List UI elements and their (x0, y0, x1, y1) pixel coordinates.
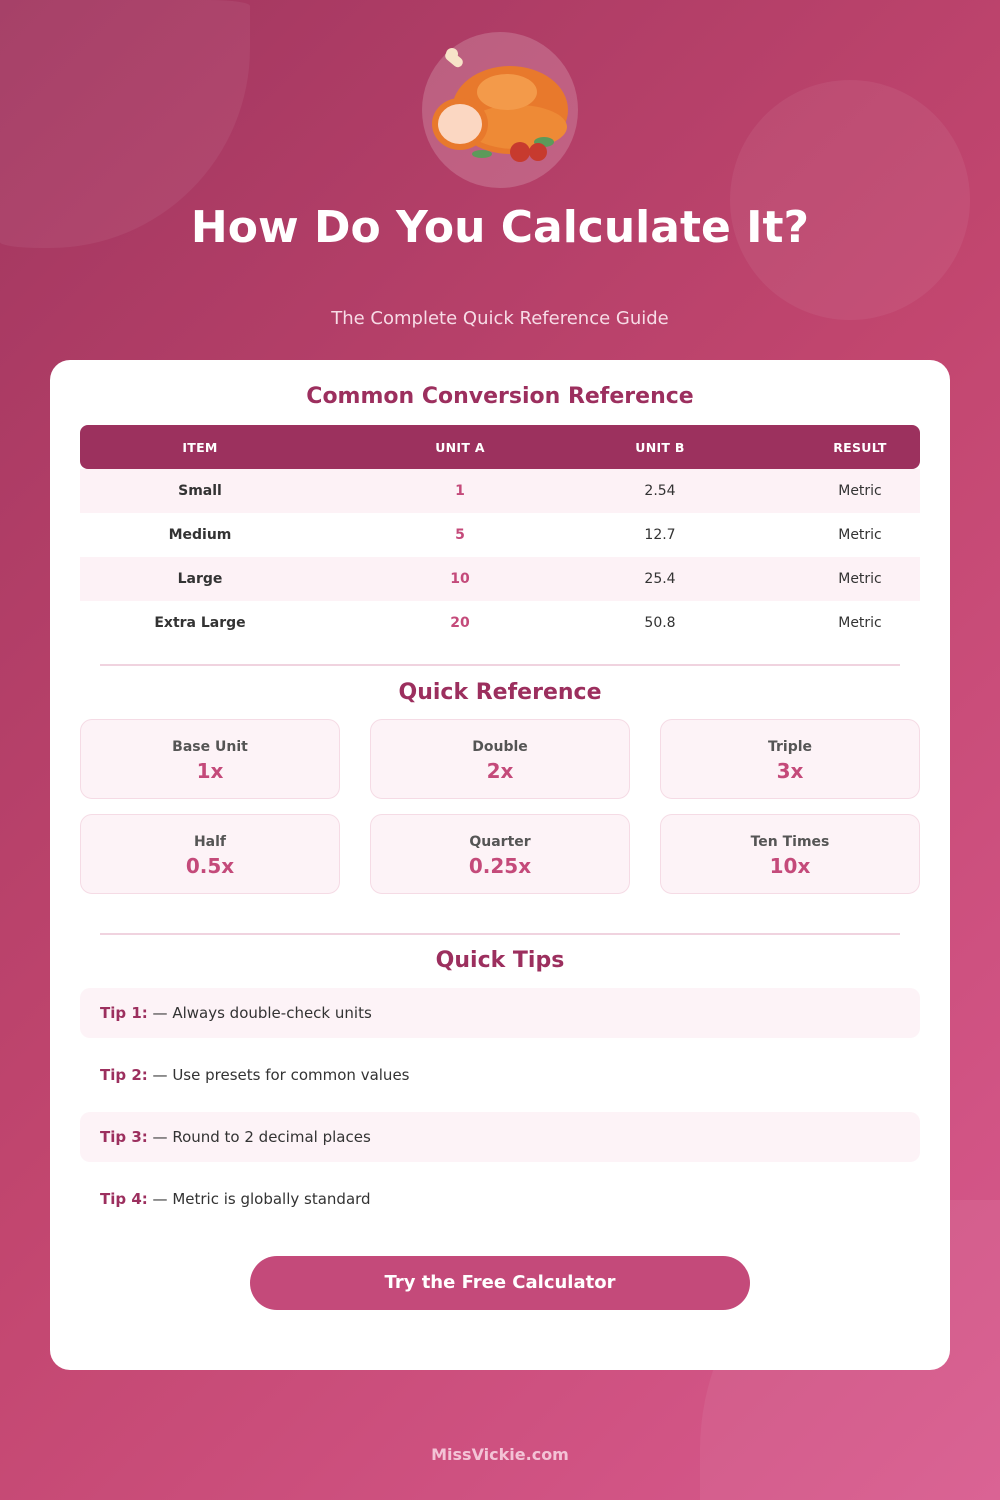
unit-b-cell: 50.8 (644, 615, 676, 631)
unit-b-cell: 12.7 (644, 527, 676, 543)
table-row: Extra Large 20 50.8 Metric (80, 601, 920, 645)
reference-label: Half (193, 834, 227, 850)
page-title: How Do You Calculate It? (190, 202, 810, 253)
tip-item: Tip 2: — Use presets for common values (80, 1050, 920, 1100)
quick-reference-card: Half 0.5x (80, 814, 340, 894)
tip-label: Tip 3: (100, 1128, 148, 1146)
unit-a-cell: 10 (320, 557, 600, 601)
table-row: Large 10 25.4 Metric (80, 557, 920, 601)
item-cell: Large (80, 557, 320, 601)
tip-text: — Round to 2 decimal places (147, 1128, 371, 1146)
table-header: ITEM UNIT A UNIT B RESULT (80, 425, 920, 469)
reference-label: Triple (767, 739, 813, 755)
tip-item: Tip 1: — Always double-check units (80, 988, 920, 1038)
tip-item: Tip 3: — Round to 2 decimal places (80, 1112, 920, 1162)
content-card: Common Conversion Reference ITEM UNIT A … (50, 360, 950, 1370)
roast-turkey-icon (422, 32, 578, 188)
column-header: UNIT B (600, 425, 720, 469)
item-cell: Medium (168, 527, 232, 543)
decorative-circle (730, 80, 970, 320)
tip-label: Tip 4: (100, 1190, 148, 1208)
tip-text: — Always double-check units (147, 1004, 372, 1022)
tip-text: — Metric is globally standard (147, 1190, 371, 1208)
reference-value: 1x (196, 759, 224, 783)
result-cell: Metric (838, 527, 882, 543)
table-row: Medium 5 12.7 Metric (80, 513, 920, 557)
tip-label: Tip 1: (100, 1004, 148, 1022)
quick-reference-card: Triple 3x (660, 719, 920, 799)
tip-label: Tip 2: (100, 1066, 148, 1084)
reference-value: 2x (486, 759, 514, 783)
quick-reference-card: Quarter 0.25x (370, 814, 630, 894)
unit-a-cell: 5 (455, 527, 465, 543)
reference-label: Double (472, 739, 528, 755)
try-calculator-button[interactable]: Try the Free Calculator (250, 1256, 750, 1310)
reference-label: Quarter (469, 834, 531, 850)
quick-reference-title: Quick Reference (398, 680, 602, 705)
result-cell: Metric (720, 469, 920, 513)
reference-label: Ten Times (750, 834, 830, 850)
unit-b-cell: 2.54 (600, 469, 720, 513)
tip-item: Tip 4: — Metric is globally standard (80, 1174, 920, 1224)
divider (100, 664, 900, 666)
quick-reference-card: Ten Times 10x (660, 814, 920, 894)
column-header: UNIT A (320, 425, 600, 469)
reference-label: Base Unit (172, 739, 248, 755)
conversion-title: Common Conversion Reference (306, 384, 694, 409)
table-row: Small 1 2.54 Metric (80, 469, 920, 513)
unit-a-cell: 1 (320, 469, 600, 513)
result-cell: Metric (720, 557, 920, 601)
page-subtitle: The Complete Quick Reference Guide (331, 308, 669, 329)
unit-b-cell: 25.4 (600, 557, 720, 601)
unit-a-cell: 20 (450, 615, 470, 631)
item-cell: Small (80, 469, 320, 513)
footer-brand: MissVickie.com (431, 1445, 569, 1464)
quick-reference-card: Double 2x (370, 719, 630, 799)
divider (100, 933, 900, 935)
conversion-table: ITEM UNIT A UNIT B RESULT Small 1 2.54 Metr… (80, 425, 920, 645)
reference-value: 0.5x (185, 854, 235, 878)
quick-reference-card: Base Unit 1x (80, 719, 340, 799)
item-cell: Extra Large (154, 615, 246, 631)
reference-value: 3x (776, 759, 804, 783)
result-cell: Metric (838, 615, 882, 631)
reference-value: 10x (769, 854, 811, 878)
reference-value: 0.25x (468, 854, 532, 878)
column-header: RESULT (720, 425, 920, 469)
column-header: ITEM (80, 425, 320, 469)
quick-tips-title: Quick Tips (435, 948, 565, 973)
tip-text: — Use presets for common values (147, 1066, 410, 1084)
